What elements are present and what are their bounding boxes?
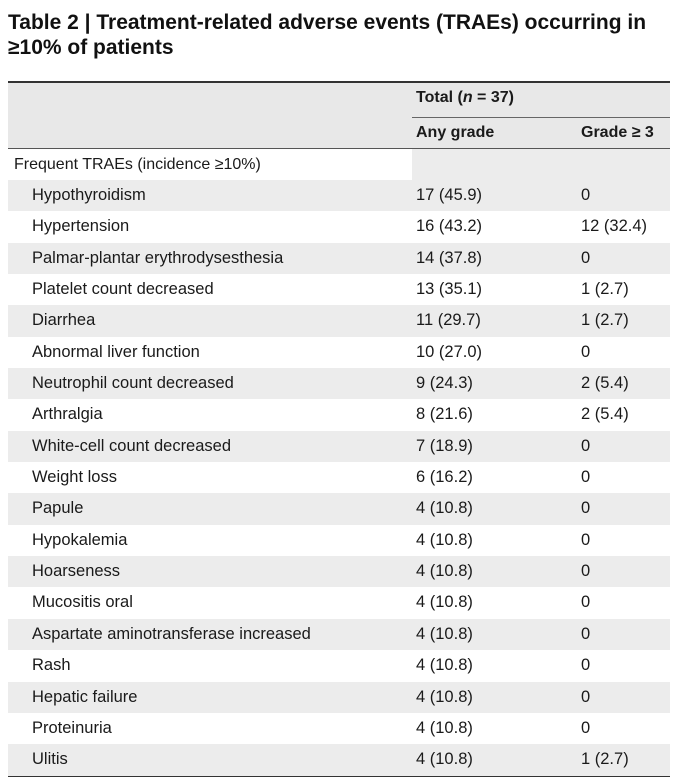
cell-any-grade: 11 (29.7) [416, 311, 481, 330]
cell-event: Aspartate aminotransferase increased [32, 624, 311, 643]
cell-any-grade: 10 (27.0) [416, 342, 483, 361]
table-row: Hypertension 16 (43.2) 12 (32.4) [8, 211, 670, 242]
table-row: Arthralgia 8 (21.6) 2 (5.4) [8, 399, 670, 430]
cell-event: Papule [32, 499, 84, 518]
cell-any-grade: 4 (10.8) [416, 750, 473, 769]
cell-grade-3: 0 [581, 499, 591, 518]
cell-event: Diarrhea [32, 311, 96, 330]
table-row: Hoarseness 4 (10.8) 0 [8, 556, 670, 588]
cell-grade-3: 0 [581, 248, 591, 267]
header-total: Total (n = 37) [416, 89, 514, 107]
cell-event: Arthralgia [32, 405, 103, 424]
table-body: Hypothyroidism 17 (45.9) 0 Hypertension 16 (… [8, 180, 670, 776]
table-row: Mucositis oral 4 (10.8) 0 [8, 587, 670, 618]
cell-any-grade: 13 (35.1) [416, 280, 483, 299]
table-row: Rash 4 (10.8) 0 [8, 650, 670, 681]
cell-grade-3: 0 [581, 687, 591, 706]
table-row: Hypothyroidism 17 (45.9) 0 [8, 180, 670, 212]
cell-grade-3: 0 [581, 656, 591, 675]
cell-event: Palmar-plantar erythrodysesthesia [32, 248, 284, 267]
cell-grade-3: 1 (2.7) [581, 280, 629, 299]
cell-grade-3: 0 [581, 593, 591, 612]
cell-any-grade: 17 (45.9) [416, 186, 483, 204]
table-title: Table 2 | Treatment-related adverse even… [8, 11, 647, 59]
cell-event: Hypokalemia [32, 530, 128, 549]
cell-grade-3: 0 [581, 186, 591, 204]
cell-grade-3: 2 (5.4) [581, 405, 629, 424]
table-row: Papule 4 (10.8) 0 [8, 493, 670, 525]
cell-event: Platelet count decreased [32, 280, 214, 299]
header-divider [412, 117, 670, 118]
cell-any-grade: 16 (43.2) [416, 217, 483, 236]
cell-any-grade: 4 (10.8) [416, 718, 473, 737]
table-row: Abnormal liver function 10 (27.0) 0 [8, 337, 670, 368]
cell-event: Neutrophil count decreased [32, 374, 234, 393]
section-row: Frequent TRAEs (incidence ≥10%) [8, 149, 670, 180]
cell-any-grade: 4 (10.8) [416, 562, 473, 581]
cell-any-grade: 6 (16.2) [416, 468, 473, 487]
header-total-prefix: Total ( [416, 89, 463, 106]
cell-event: Hypothyroidism [32, 186, 146, 204]
cell-grade-3: 0 [581, 718, 591, 737]
cell-grade-3: 0 [581, 468, 591, 487]
header-any-grade: Any grade [416, 124, 495, 141]
cell-grade-3: 0 [581, 624, 591, 643]
cell-event: Mucositis oral [32, 593, 133, 612]
header-total-suffix: = 37) [472, 89, 514, 106]
cell-event: Hepatic failure [32, 687, 138, 706]
cell-grade-3: 12 (32.4) [581, 217, 648, 236]
cell-event: Hypertension [32, 217, 130, 236]
table-row: Hypokalemia 4 (10.8) 0 [8, 525, 670, 556]
table-row: Ulitis 4 (10.8) 1 (2.7) [8, 744, 670, 776]
cell-any-grade: 4 (10.8) [416, 499, 473, 518]
cell-grade-3: 0 [581, 342, 591, 361]
table-row: Hepatic failure 4 (10.8) 0 [8, 681, 670, 713]
cell-any-grade: 4 (10.8) [416, 687, 473, 706]
section-shade [412, 149, 670, 180]
cell-any-grade: 4 (10.8) [416, 593, 473, 612]
table-row: Weight loss 6 (16.2) 0 [8, 462, 670, 493]
header-grade-3: Grade ≥ 3 [581, 124, 654, 141]
cell-grade-3: 0 [581, 530, 591, 549]
cell-any-grade: 14 (37.8) [416, 248, 483, 267]
table-row: White-cell count decreased 7 (18.9) 0 [8, 430, 670, 463]
cell-event: Rash [32, 656, 71, 675]
table-bottom-rule [8, 775, 670, 777]
table-row: Aspartate aminotransferase increased 4 (1… [8, 618, 670, 651]
cell-grade-3: 0 [581, 436, 591, 455]
table-row: Platelet count decreased 13 (35.1) 1 (2.7) [8, 274, 670, 305]
cell-any-grade: 9 (24.3) [416, 374, 473, 393]
cell-event: Weight loss [32, 468, 117, 487]
table-row: Proteinuria 4 (10.8) 0 [8, 713, 670, 744]
cell-event: Proteinuria [32, 718, 112, 737]
cell-grade-3: 0 [581, 562, 591, 581]
cell-any-grade: 4 (10.8) [416, 530, 473, 549]
cell-event: White-cell count decreased [32, 436, 232, 455]
table-row: Palmar-plantar erythrodysesthesia 14 (37.… [8, 242, 670, 275]
cell-grade-3: 1 (2.7) [581, 750, 629, 769]
cell-event: Ulitis [32, 750, 68, 769]
table-header: Total (n = 37) Any grade Grade ≥ 3 [8, 81, 670, 149]
table-row: Diarrhea 11 (29.7) 1 (2.7) [8, 305, 670, 337]
cell-event: Abnormal liver function [32, 342, 200, 361]
cell-grade-3: 1 (2.7) [581, 311, 629, 330]
table-row: Neutrophil count decreased 9 (24.3) 2 (5.4… [8, 368, 670, 400]
cell-any-grade: 8 (21.6) [416, 405, 473, 424]
cell-any-grade: 4 (10.8) [416, 624, 473, 643]
cell-event: Hoarseness [32, 562, 121, 581]
section-label: Frequent TRAEs (incidence ≥10%) [14, 156, 261, 173]
cell-any-grade: 4 (10.8) [416, 656, 473, 675]
cell-any-grade: 7 (18.9) [416, 436, 473, 455]
adverse-events-table: Total (n = 37) Any grade Grade ≥ 3 Frequ… [8, 81, 670, 777]
header-total-n: n [462, 89, 473, 106]
cell-grade-3: 2 (5.4) [581, 374, 629, 393]
